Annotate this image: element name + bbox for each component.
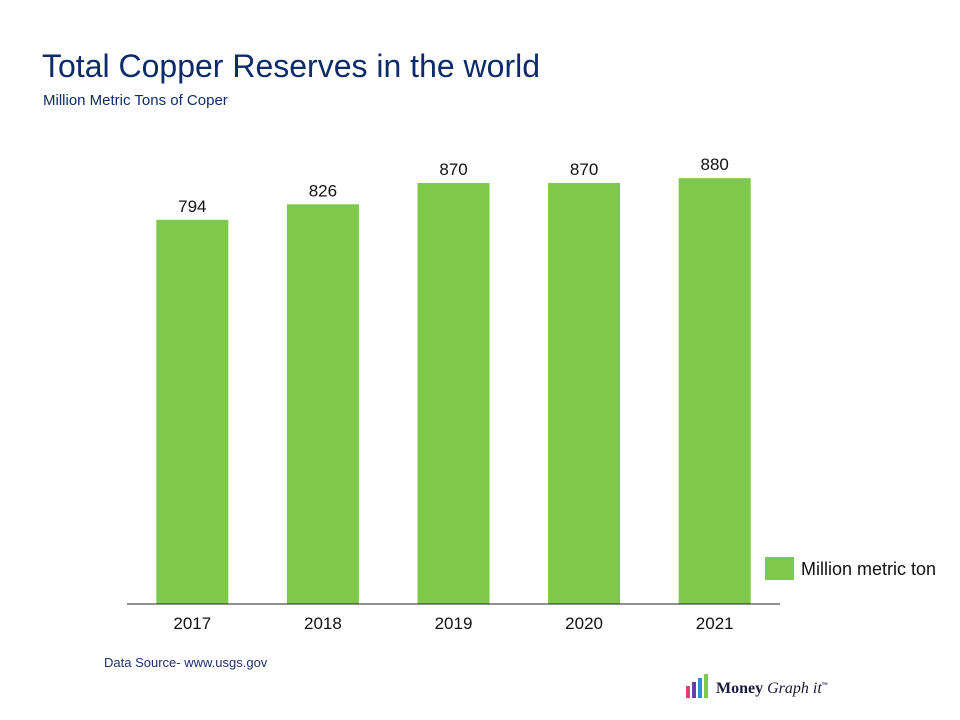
logo-bars-icon	[686, 674, 708, 698]
bar-2019	[417, 183, 490, 604]
logo-text: Money Graph it™	[716, 680, 828, 697]
data-source: Data Source- www.usgs.gov	[104, 655, 268, 670]
bar-2020	[548, 183, 621, 604]
x-tick-label-2020: 2020	[565, 614, 603, 633]
x-tick-label-2019: 2019	[435, 614, 473, 633]
x-tick-label-2017: 2017	[173, 614, 211, 633]
data-label-2021: 880	[701, 155, 729, 174]
bar-2021	[678, 178, 751, 604]
legend-label: Million metric ton	[801, 559, 936, 579]
chart-title: Total Copper Reserves in the world	[42, 48, 541, 84]
x-tick-label-2018: 2018	[304, 614, 342, 633]
data-label-2020: 870	[570, 160, 598, 179]
money-graph-it-logo: Money Graph it™	[686, 674, 828, 698]
x-tick-label-2021: 2021	[696, 614, 734, 633]
data-label-2018: 826	[309, 181, 337, 200]
chart-subtitle: Million Metric Tons of Coper	[43, 92, 228, 109]
data-label-2019: 870	[439, 160, 467, 179]
data-label-2017: 794	[178, 197, 206, 216]
bar-2018	[286, 204, 359, 605]
legend-swatch	[765, 557, 794, 580]
bar-2017	[156, 219, 229, 605]
